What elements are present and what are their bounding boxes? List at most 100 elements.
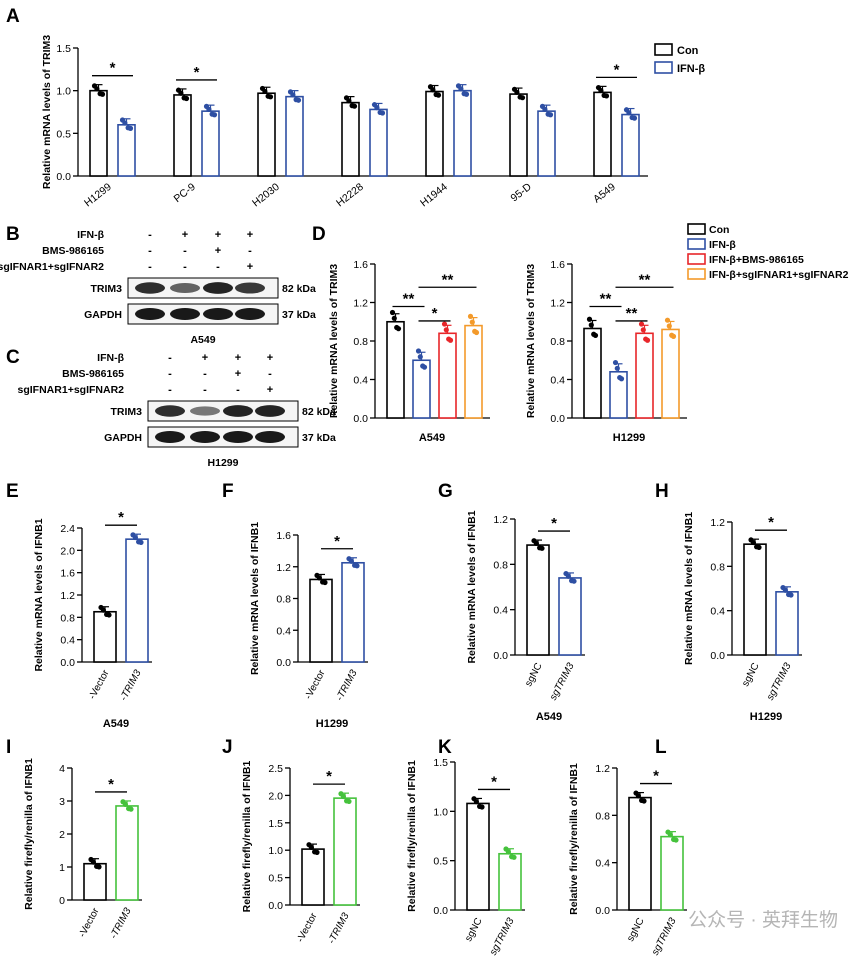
A-sig-label: * — [194, 64, 200, 81]
F-x-tick-label: -Vector — [303, 668, 328, 702]
A-dot — [125, 125, 131, 131]
A-legend-label: Con — [677, 45, 699, 57]
C-condition-mark: - — [268, 368, 272, 380]
J-y-tick-label: 1.0 — [268, 845, 283, 857]
L-y-tick-label: 0.4 — [595, 858, 610, 870]
J-dot — [344, 798, 350, 804]
D2-dot — [586, 316, 593, 322]
A-legend-swatch — [654, 61, 673, 74]
J-y-tick-label: 2.5 — [268, 763, 283, 775]
C-band — [223, 405, 253, 417]
D1-dot — [389, 309, 396, 316]
F-dot — [316, 575, 322, 581]
A-dot — [374, 105, 380, 111]
F-sig-label: * — [334, 533, 340, 550]
I-dot — [94, 863, 100, 869]
F-dot — [320, 579, 326, 585]
K-y-label: Relative firefly/renilla of IFNB1 — [406, 760, 418, 912]
K-dot — [473, 799, 479, 805]
I-y-tick-label: 2 — [59, 829, 65, 841]
A-y-label: Relative mRNA levels of TRIM3 — [41, 35, 53, 189]
B-band — [235, 282, 265, 294]
panel-letter-J: J — [222, 737, 233, 758]
C-condition-mark: - — [203, 384, 207, 396]
A-bar — [537, 110, 556, 177]
B-condition-mark: + — [215, 245, 221, 257]
C-cell-line: H1299 — [208, 457, 239, 469]
K-y-tick-label: 0.5 — [433, 856, 448, 868]
D1-dot — [472, 328, 478, 334]
D2-sig-label: ** — [639, 271, 651, 288]
J-dot — [308, 844, 314, 851]
C-band — [223, 431, 253, 443]
D2-sig-label: ** — [626, 305, 638, 322]
K-bar — [466, 802, 490, 911]
A-bar — [509, 93, 528, 177]
A-dot — [517, 94, 523, 100]
J-bar — [301, 848, 325, 906]
A-dot — [290, 92, 296, 98]
A-x-tick-label: H1944 — [418, 181, 450, 210]
E-y-label: Relative mRNA levels of IFNB1 — [33, 518, 45, 671]
B-band — [203, 282, 233, 294]
C-band — [155, 431, 185, 443]
B-band — [203, 308, 233, 320]
panel-letter-H: H — [655, 481, 669, 502]
D-legend-label: IFN-β — [709, 239, 736, 251]
A-dot — [94, 86, 100, 92]
H-bar — [775, 591, 799, 656]
C-condition-mark: - — [236, 384, 240, 396]
B-condition-mark: + — [247, 229, 253, 241]
F-y-tick-label: 0.8 — [276, 594, 291, 606]
B-band — [170, 283, 200, 293]
A-dot — [377, 109, 383, 116]
A-dot — [433, 91, 439, 98]
G-dot — [569, 578, 575, 584]
B-condition-label: IFN-β — [77, 229, 104, 241]
E-y-tick-label: 0.4 — [60, 635, 75, 647]
A-dot — [542, 106, 548, 112]
A-dot — [209, 111, 215, 117]
L-sig-label: * — [653, 768, 659, 785]
A-bar — [593, 91, 612, 177]
F-bar — [309, 578, 333, 663]
A-bar — [341, 101, 360, 177]
D-legend-swatch — [687, 268, 706, 280]
A-legend-swatch — [654, 43, 673, 56]
A-sig-label: * — [110, 60, 116, 77]
D1-dot — [415, 348, 422, 354]
L-bar — [628, 796, 652, 911]
A-y-tick-label: 1.5 — [56, 43, 71, 55]
C-band — [190, 406, 220, 416]
D1-dot — [391, 315, 397, 321]
L-x-tick-label: sgTRIM3 — [650, 916, 679, 956]
K-y-tick-label: 1.0 — [433, 806, 448, 818]
G-y-tick-label: 0.8 — [493, 559, 508, 571]
D2-y-tick-label: 0.4 — [550, 375, 565, 387]
I-dot — [90, 859, 96, 865]
A-dot — [122, 120, 128, 126]
D2-dot — [612, 359, 619, 366]
D-legend-swatch — [687, 223, 706, 235]
A-legend-label: IFN-β — [677, 63, 705, 75]
B-condition-label: sgIFNAR1+sgIFNAR2 — [0, 261, 104, 273]
D2-dot — [669, 332, 675, 338]
A-dot — [293, 97, 299, 103]
K-dot — [477, 803, 483, 810]
D2-bar — [635, 332, 654, 419]
L-dot — [635, 793, 642, 799]
A-dot — [545, 111, 551, 117]
B-cell-line: A549 — [190, 334, 215, 346]
I-y-tick-label: 3 — [59, 796, 65, 808]
G-dot — [537, 545, 543, 551]
A-dot — [458, 86, 464, 92]
A-bar — [285, 95, 304, 177]
H-y-tick-label: 0.8 — [710, 561, 725, 573]
E-bar — [93, 610, 117, 663]
D1-bar — [464, 324, 483, 419]
L-dot — [667, 832, 674, 838]
D1-dot — [446, 336, 452, 342]
J-y-tick-label: 1.5 — [268, 818, 283, 830]
A-dot — [349, 103, 355, 109]
A-bar — [201, 110, 220, 177]
